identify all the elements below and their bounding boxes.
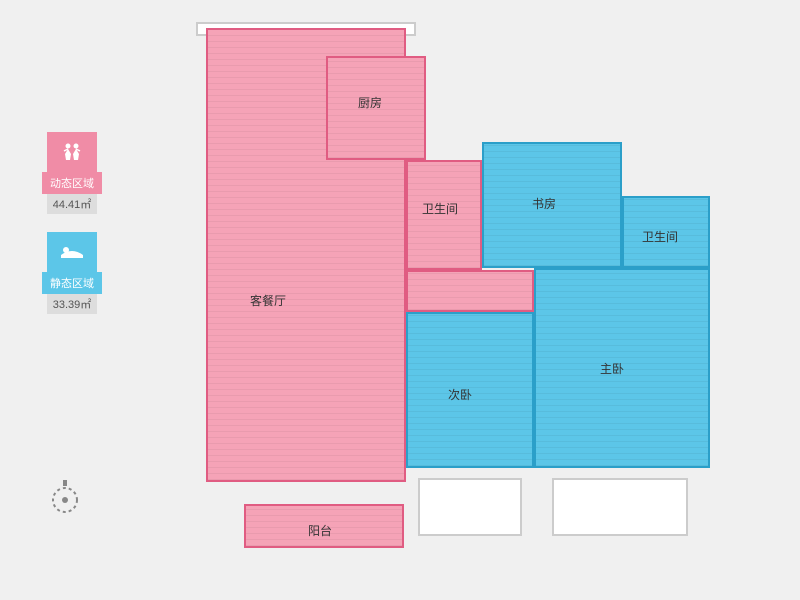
room-label-living: 客餐厅 [250, 292, 286, 309]
foundation-slab [552, 478, 688, 536]
room-label-master: 主卧 [600, 360, 624, 377]
room-corridor [406, 270, 534, 312]
room-label-bath1: 卫生间 [422, 200, 458, 217]
compass-icon [50, 480, 80, 521]
room-label-kitchen: 厨房 [358, 94, 382, 111]
people-icon [60, 140, 84, 164]
legend-dynamic-label: 动态区域 [42, 172, 102, 194]
legend-dynamic: 动态区域 44.41㎡ [42, 132, 102, 214]
room-label-balcony: 阳台 [308, 522, 332, 539]
room-label-study: 书房 [532, 195, 556, 212]
sleep-icon [59, 243, 85, 261]
legend-static-swatch [47, 232, 97, 272]
room-label-bath2: 卫生间 [642, 228, 678, 245]
legend-dynamic-value: 44.41㎡ [47, 194, 97, 214]
room-label-second: 次卧 [448, 386, 472, 403]
legend: 动态区域 44.41㎡ 静态区域 33.39㎡ [42, 132, 102, 332]
legend-dynamic-swatch [47, 132, 97, 172]
foundation-slab [418, 478, 522, 536]
canvas: 动态区域 44.41㎡ 静态区域 33.39㎡ 客餐厅厨房卫生间书房卫生间主卧次… [0, 0, 800, 600]
legend-static-value: 33.39㎡ [47, 294, 97, 314]
legend-static-label: 静态区域 [42, 272, 102, 294]
legend-static: 静态区域 33.39㎡ [42, 232, 102, 314]
